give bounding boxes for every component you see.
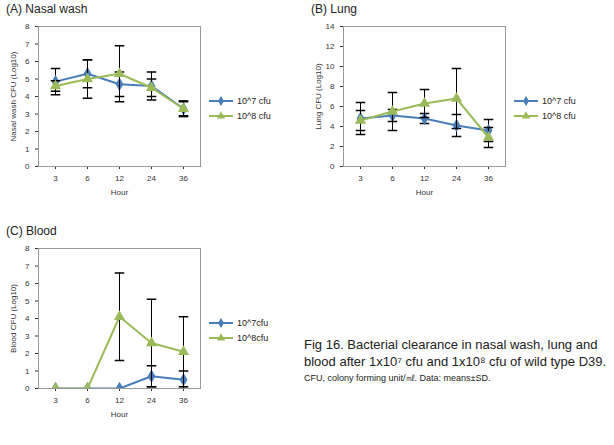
html-text:10^8cfu: 10^8cfu [237, 332, 269, 343]
svg-text:12: 12 [326, 42, 335, 51]
html-text:10^7cfu: 10^7cfu [237, 317, 269, 328]
svg-text:24: 24 [147, 396, 156, 405]
html-text:10^7 cfu: 10^7 cfu [542, 95, 576, 106]
svg-text:24: 24 [147, 174, 156, 183]
svg-text:4: 4 [25, 314, 30, 323]
svg-text:3: 3 [25, 110, 30, 119]
svg-text:Hour: Hour [111, 410, 129, 419]
svg-text:7: 7 [25, 40, 30, 49]
svg-text:6: 6 [85, 174, 90, 183]
svg-text:6: 6 [85, 396, 90, 405]
svg-text:6: 6 [390, 174, 395, 183]
html-text:10^7 cfu: 10^7 cfu [237, 95, 271, 106]
html-text:10^8 cfu: 10^8 cfu [542, 110, 576, 121]
html-text:Fig 16. Bacterial clearance in: Fig 16. Bacterial clearance in nasal was… [304, 337, 607, 369]
svg-text:6: 6 [25, 57, 30, 66]
svg-text:8: 8 [25, 22, 30, 31]
svg-text:24: 24 [452, 174, 461, 183]
svg-text:0: 0 [25, 384, 30, 393]
svg-text:8: 8 [330, 82, 335, 91]
svg-text:6: 6 [330, 102, 335, 111]
svg-text:3: 3 [53, 174, 58, 183]
svg-text:Hour: Hour [416, 188, 434, 197]
svg-text:36: 36 [484, 174, 493, 183]
html-text:(C) Blood: (C) Blood [6, 224, 57, 238]
svg-text:12: 12 [420, 174, 429, 183]
svg-text:4: 4 [25, 92, 30, 101]
html-text:(B) Lung: (B) Lung [311, 2, 357, 16]
svg-text:8: 8 [25, 244, 30, 253]
svg-text:2: 2 [25, 349, 30, 358]
svg-text:3: 3 [358, 174, 363, 183]
svg-text:14: 14 [326, 22, 335, 31]
html-text:(A) Nasal wash: (A) Nasal wash [6, 2, 88, 16]
svg-text:5: 5 [25, 297, 30, 306]
svg-text:0: 0 [25, 162, 30, 171]
svg-text:12: 12 [115, 174, 124, 183]
svg-text:Blood CFU (Log10): Blood CFU (Log10) [9, 284, 18, 353]
svg-text:36: 36 [179, 174, 188, 183]
svg-text:2: 2 [330, 142, 335, 151]
svg-text:3: 3 [25, 332, 30, 341]
svg-text:3: 3 [53, 396, 58, 405]
svg-text:Nasal wash CFU (Log10): Nasal wash CFU (Log10) [9, 51, 18, 141]
html-text:10^8 cfu: 10^8 cfu [237, 110, 271, 121]
svg-text:10: 10 [326, 62, 335, 71]
svg-text:Hour: Hour [111, 188, 129, 197]
svg-text:1: 1 [25, 145, 30, 154]
svg-text:2: 2 [25, 127, 30, 136]
svg-text:1: 1 [25, 367, 30, 376]
svg-text:6: 6 [25, 279, 30, 288]
svg-text:4: 4 [330, 122, 335, 131]
svg-text:12: 12 [115, 396, 124, 405]
svg-text:0: 0 [330, 162, 335, 171]
svg-text:7: 7 [25, 262, 30, 271]
svg-text:5: 5 [25, 75, 30, 84]
svg-text:36: 36 [179, 396, 188, 405]
svg-text:Lung CFU (Log10): Lung CFU (Log10) [314, 63, 323, 130]
html-text:CFU, colony forming unit/㎖. Da: CFU, colony forming unit/㎖. Data: means±… [304, 373, 491, 383]
